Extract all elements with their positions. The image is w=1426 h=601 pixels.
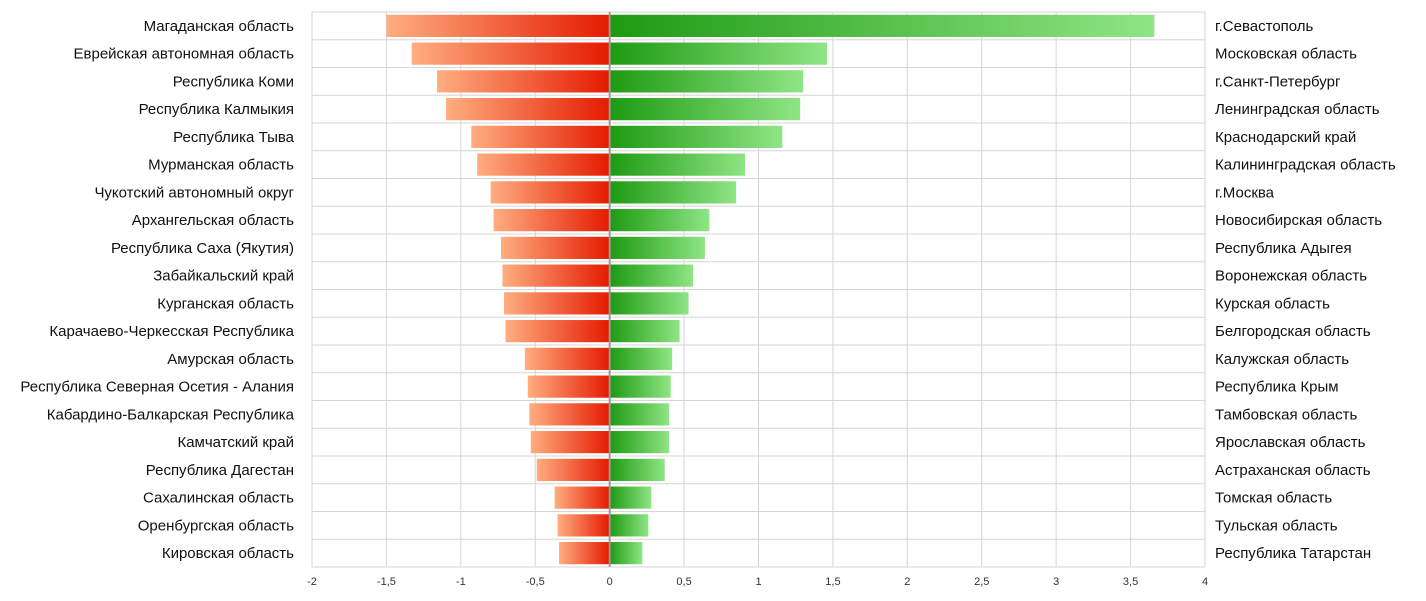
category-label-left: Магаданская область xyxy=(144,18,295,35)
bars xyxy=(386,14,1155,565)
x-tick-label: 3,5 xyxy=(1123,576,1138,588)
bar-positive xyxy=(609,403,670,426)
category-label-left: Забайкальский край xyxy=(153,268,294,285)
category-label-right: г.Санкт-Петербург xyxy=(1215,73,1341,90)
category-label-right: Томская область xyxy=(1215,490,1332,507)
category-label-left: Республика Саха (Якутия) xyxy=(111,240,294,257)
category-label-left: Кабардино-Балкарская Республика xyxy=(47,406,295,423)
x-tick-label: 2,5 xyxy=(974,576,989,588)
category-label-right: Ярославская область xyxy=(1215,434,1366,451)
x-tick-label: 4 xyxy=(1202,576,1208,588)
bar-negative xyxy=(529,403,610,426)
bar-negative xyxy=(559,542,610,565)
bar-negative xyxy=(536,458,610,481)
bar-negative xyxy=(493,209,610,232)
category-label-left: Кировская область xyxy=(162,545,294,562)
bar-negative xyxy=(445,98,610,121)
bar-negative xyxy=(386,14,610,37)
category-label-right: г.Севастополь xyxy=(1215,18,1314,35)
category-label-left: Курганская область xyxy=(157,295,294,312)
category-label-right: Московская область xyxy=(1215,46,1357,63)
bar-negative xyxy=(527,375,610,398)
bar-positive xyxy=(609,181,737,204)
x-axis: -2 -1,5 -1 -0,5 0 0,5 1 1,5 2 2,5 3 3,5 4 xyxy=(307,12,1208,588)
bar-positive xyxy=(609,542,643,565)
category-label-right: Новосибирская область xyxy=(1215,212,1382,229)
bar-positive xyxy=(609,42,827,65)
bar-positive xyxy=(609,236,705,259)
category-label-right: Калининградская область xyxy=(1215,157,1396,174)
bar-positive xyxy=(609,486,652,509)
bar-positive xyxy=(609,514,649,537)
bar-positive xyxy=(609,264,694,287)
category-label-left: Амурская область xyxy=(167,351,294,368)
category-label-right: Республика Крым xyxy=(1215,379,1339,396)
category-label-left: Чукотский автономный округ xyxy=(94,184,294,201)
x-tick-label: -1 xyxy=(456,576,466,588)
x-tick-label: 1,5 xyxy=(825,576,840,588)
x-tick-label: 2 xyxy=(904,576,910,588)
bar-negative xyxy=(503,292,610,315)
bar-negative xyxy=(471,125,610,148)
category-label-right: Краснодарский край xyxy=(1215,129,1356,146)
x-tick-label: 1 xyxy=(755,576,761,588)
x-tick-label: 0,5 xyxy=(676,576,691,588)
category-label-right: Тульская область xyxy=(1215,517,1338,534)
category-label-left: Республика Калмыкия xyxy=(139,101,294,118)
category-label-right: Курская область xyxy=(1215,295,1330,312)
bar-positive xyxy=(609,153,746,176)
x-tick-label: 3 xyxy=(1053,576,1059,588)
bar-positive xyxy=(609,375,671,398)
category-labels: Магаданская область г.Севастополь Еврейска… xyxy=(20,18,1395,562)
category-label-left: Республика Коми xyxy=(173,73,294,90)
category-label-left: Республика Тыва xyxy=(173,129,295,146)
category-label-right: Ленинградская область xyxy=(1215,101,1380,118)
bar-negative xyxy=(437,70,610,93)
bar-positive xyxy=(609,98,801,121)
category-label-left: Республика Северная Осетия - Алания xyxy=(20,379,294,396)
bar-positive xyxy=(609,347,673,370)
bar-negative xyxy=(554,486,610,509)
category-label-right: Калужская область xyxy=(1215,351,1349,368)
x-tick-label: 0 xyxy=(607,576,613,588)
category-label-left: Республика Дагестан xyxy=(146,462,294,479)
bar-positive xyxy=(609,292,689,315)
bar-positive xyxy=(609,431,670,454)
bar-positive xyxy=(609,70,804,93)
grid xyxy=(311,11,1206,568)
bar-positive xyxy=(609,209,710,232)
bar-positive xyxy=(609,14,1155,37)
category-label-left: Еврейская автономная область xyxy=(74,46,295,63)
category-label-left: Архангельская область xyxy=(132,212,294,229)
bar-negative xyxy=(501,236,610,259)
category-label-right: Республика Татарстан xyxy=(1215,545,1371,562)
category-label-left: Сахалинская область xyxy=(143,490,294,507)
bar-positive xyxy=(609,458,665,481)
x-tick-label: -0,5 xyxy=(526,576,545,588)
category-label-right: Астраханская область xyxy=(1215,462,1371,479)
x-tick-label: -1,5 xyxy=(377,576,396,588)
x-tick-label: -2 xyxy=(307,576,317,588)
bar-negative xyxy=(411,42,610,65)
bar-positive xyxy=(609,320,680,343)
bar-negative xyxy=(490,181,610,204)
category-label-right: Белгородская область xyxy=(1215,323,1371,340)
bar-negative xyxy=(524,347,610,370)
bar-negative xyxy=(530,431,610,454)
category-label-left: Мурманская область xyxy=(148,157,294,174)
bar-negative xyxy=(477,153,610,176)
category-label-left: Карачаево-Черкесская Республика xyxy=(49,323,294,340)
category-label-right: Республика Адыгея xyxy=(1215,240,1352,257)
bar-positive xyxy=(609,125,783,148)
category-label-right: Тамбовская область xyxy=(1215,406,1357,423)
bar-negative xyxy=(502,264,610,287)
category-label-left: Камчатский край xyxy=(177,434,294,451)
bar-negative xyxy=(557,514,610,537)
category-label-right: г.Москва xyxy=(1215,184,1275,201)
bar-negative xyxy=(505,320,610,343)
category-label-left: Оренбургская область xyxy=(138,517,294,534)
category-label-right: Воронежская область xyxy=(1215,268,1367,285)
